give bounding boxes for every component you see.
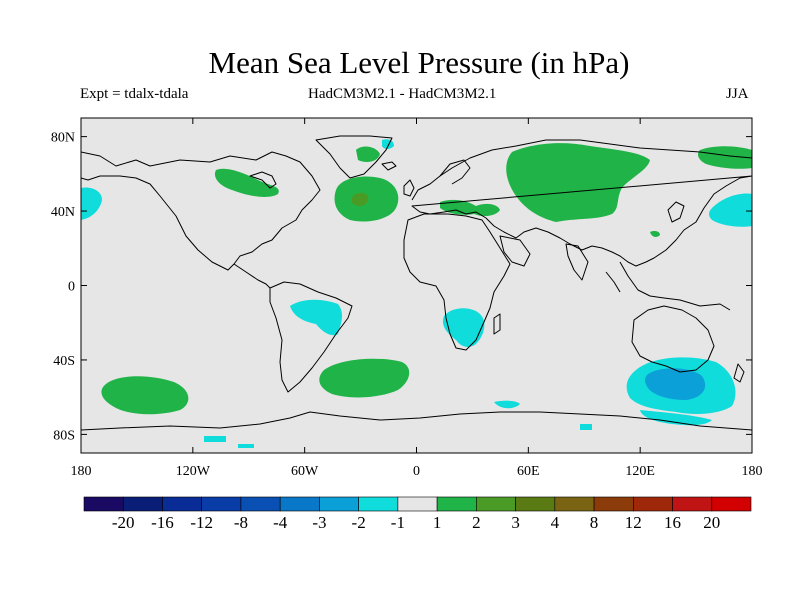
colorbar: -20 -16 -12 -8 -4 -3 -2 -1 1 2 3 4 8 12 16 20 [83,496,752,532]
lon-tick-label: 120E [625,464,655,479]
anomaly-north-pacific-east-negative [709,193,752,227]
colorbar-swatch [554,496,595,512]
lon-tick-label: 0 [413,464,420,479]
colorbar-swatch [162,496,203,512]
lon-tick-label: 60E [517,464,540,479]
colorbar-swatch [201,496,242,512]
longitude-axis: 180 120W 60W 0 60E 120E 180 [71,118,763,479]
lon-tick-label: 180 [71,464,92,479]
anomaly-svalbard-negative [382,139,394,149]
colorbar-swatch [632,496,673,512]
colorbar-swatch [397,496,438,512]
anomaly-south-america-negative [290,299,343,336]
anomaly-greenland-positive [356,146,380,162]
anomaly-southern-africa-negative [442,308,485,347]
colorbar-swatch [436,496,477,512]
colorbar-label: -2 [352,513,366,532]
coast-arabia-india [499,235,589,281]
colorbar-label: -4 [273,513,288,532]
anomaly-arctic-east-positive [698,146,752,169]
colorbar-label: 20 [703,513,720,532]
anomaly-north-pacific-west-negative [81,187,102,220]
colorbar-swatch [279,496,320,512]
anomaly-antarctic-patch-3 [580,424,592,430]
coast-madagascar [493,313,501,335]
colorbar-label: 16 [664,513,681,532]
lat-tick-label: 40S [53,354,75,369]
colorbar-label: 8 [590,513,599,532]
coast-hudson-bay [249,171,277,189]
coast-australia [631,305,715,373]
colorbar-label: -20 [112,513,135,532]
colorbar-label: -1 [391,513,405,532]
anomaly-south-atlantic-positive [319,358,410,398]
coast-new-zealand [733,363,745,383]
anomaly-antarctic-patch-1 [204,436,226,442]
coast-southeast-asia [605,261,731,311]
colorbar-swatch [83,496,124,512]
lon-tick-label: 180 [742,464,763,479]
colorbar-label: 12 [625,513,642,532]
coastlines [81,135,752,431]
anomaly-australia-south-negative-core [645,368,706,400]
anomaly-antarctic-negative [640,410,712,426]
colorbar-label: 4 [551,513,560,532]
colorbar-swatch [515,496,556,512]
model-label: HadCM3M2.1 - HadCM3M2.1 [308,86,497,102]
colorbar-label: -16 [151,513,174,532]
coast-antarctica [81,411,752,431]
coast-scandinavia [439,159,471,185]
season-label: JJA [726,86,749,102]
latitude-axis: 80N 40N 0 40S 80S [51,131,752,443]
coast-africa [403,213,511,351]
colorbar-swatch [476,496,516,512]
experiment-label: Expt = tdalx-tdala [80,86,189,102]
colorbar-label: -12 [190,513,213,532]
coast-central-america [233,263,271,289]
anomaly-north-america-positive [214,168,279,197]
anomaly-shading [81,139,752,448]
colorbar-swatch [593,496,634,512]
colorbar-label: -3 [312,513,326,532]
anomaly-south-atlantic-negative [494,400,520,409]
colorbar-swatch [122,496,163,512]
anomaly-eurasia-positive [506,143,650,222]
colorbar-label: 1 [433,513,442,532]
plot-title: Mean Sea Level Pressure (in hPa) [208,45,630,80]
lon-tick-label: 120W [176,464,211,479]
colorbar-swatch [240,496,281,512]
colorbar-swatch [319,496,359,512]
anomaly-europe-positive [440,199,500,217]
colorbar-swatch [711,496,752,512]
lat-tick-label: 80N [51,131,75,146]
coast-iceland [381,161,397,171]
coast-south-america [269,281,353,393]
anomaly-north-atlantic-positive-core [351,192,369,207]
colorbar-swatch [672,496,713,512]
colorbar-label: -8 [234,513,248,532]
lat-tick-label: 80S [53,428,75,443]
coast-japan [667,201,685,223]
coast-eurasia [411,139,752,267]
colorbar-label: 2 [472,513,481,532]
lat-tick-label: 0 [68,280,75,295]
anomaly-south-pacific-positive [101,376,189,415]
coast-greenland [315,135,393,179]
lat-tick-label: 40N [51,205,75,220]
lon-tick-label: 60W [291,464,319,479]
colorbar-swatch [358,496,399,512]
colorbar-label: 3 [511,513,520,532]
anomaly-east-asia-positive [650,231,660,237]
coast-north-america [81,151,321,271]
anomaly-antarctic-patch-2 [238,444,254,448]
coast-british-isles [403,179,415,197]
